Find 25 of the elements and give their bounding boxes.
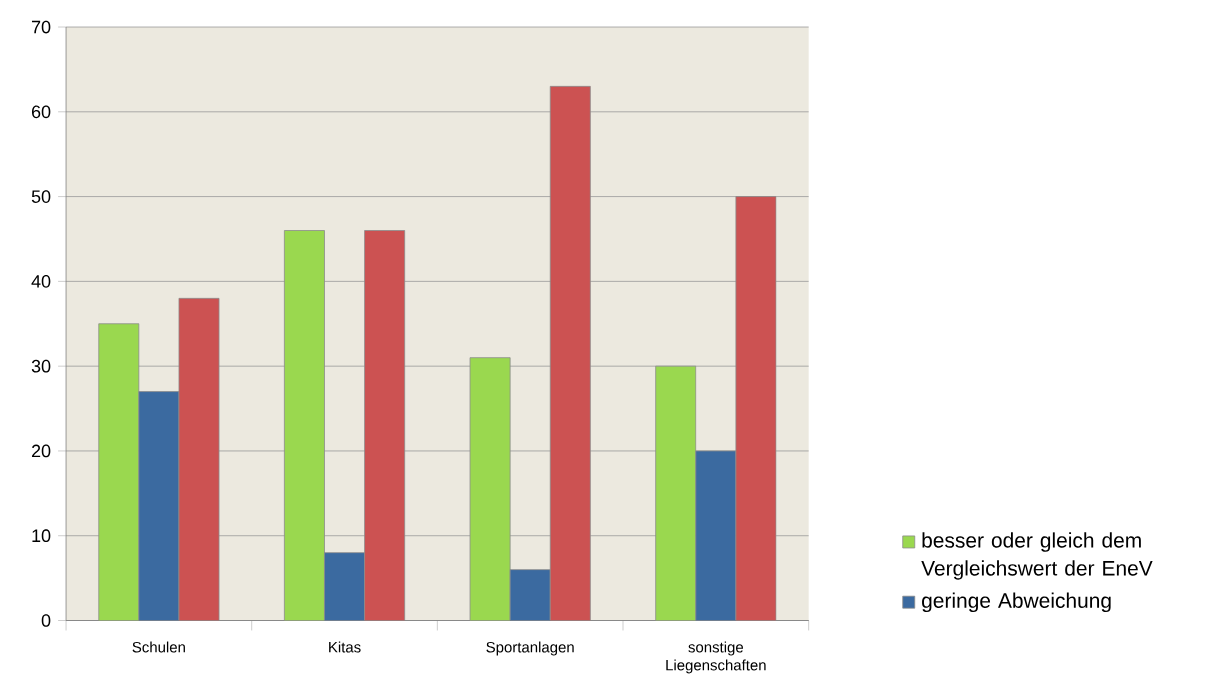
y-tick-label: 20 [31,444,51,458]
bar [469,357,511,621]
x-tick-label: Schulen [132,641,185,653]
x-tick-label: Kitas [329,641,361,653]
y-tick-label: 70 [31,20,51,34]
bar [283,230,325,621]
bar [138,391,180,621]
bar [735,196,777,621]
bar [509,569,551,621]
x-tick-label: sonstige Liegenschaften [666,641,766,674]
bar [178,298,220,621]
x-tick-label: Sportanlagen [486,641,574,656]
y-tick-label: 30 [31,360,51,373]
legend-label: geringe Abweichung [922,592,1111,613]
y-tick-label: 60 [31,105,51,119]
bar [655,365,697,621]
y-tick-label: 10 [32,529,51,543]
y-tick-label: 40 [31,275,51,288]
bar [98,323,140,621]
bar [364,230,406,621]
bar [695,450,737,621]
y-tick-label: 50 [31,190,51,204]
bar [549,86,591,621]
bar [324,552,365,621]
y-tick-label: 0 [41,614,51,628]
